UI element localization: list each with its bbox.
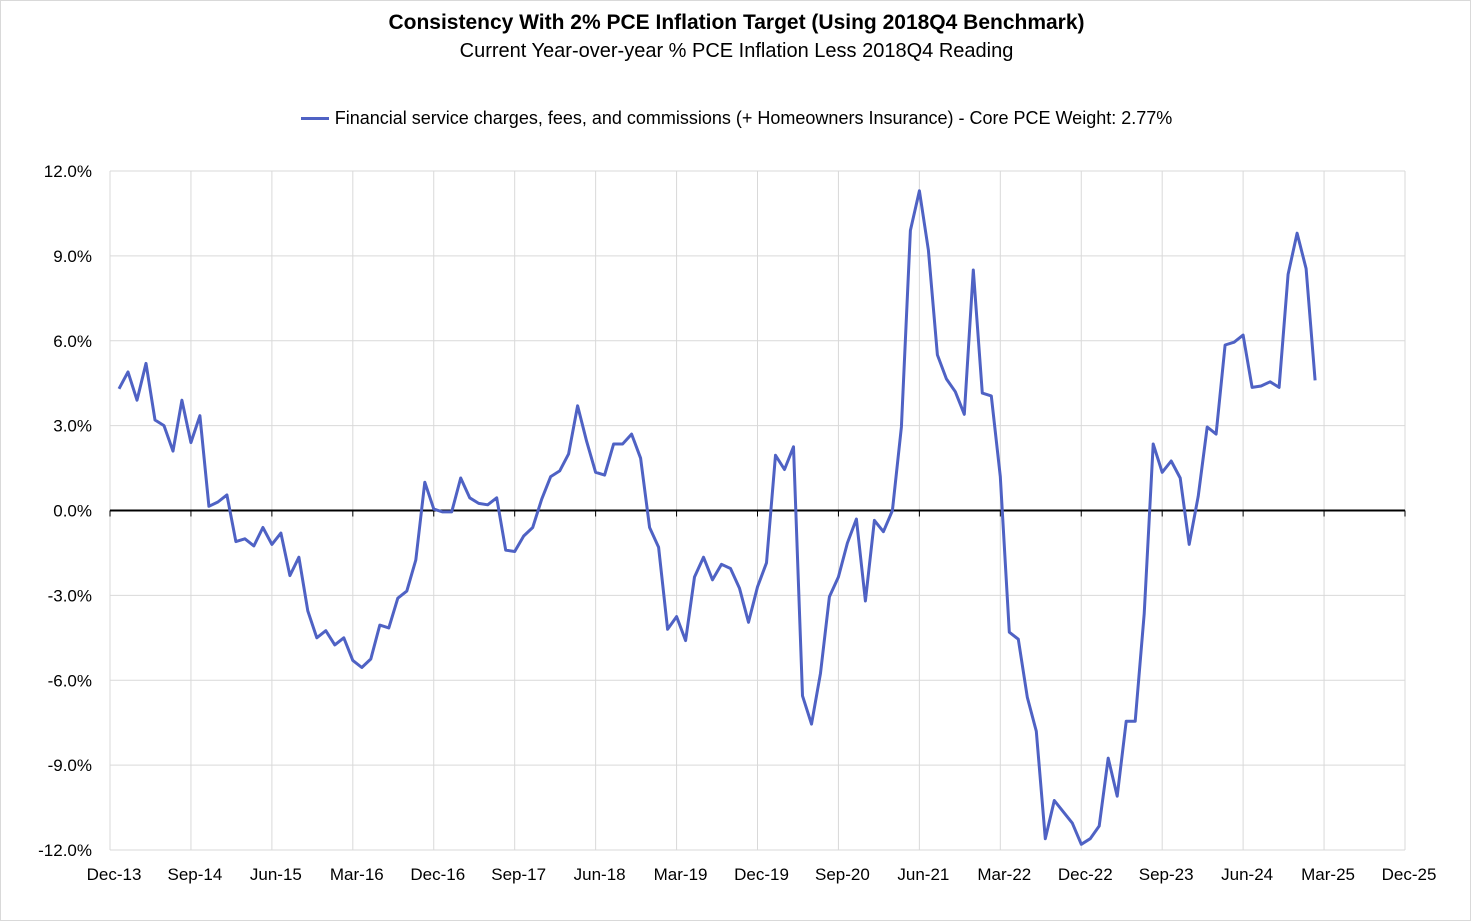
series-line — [119, 191, 1315, 845]
x-tick-label: Jun-24 — [1221, 865, 1273, 884]
y-tick-label: -3.0% — [48, 586, 92, 605]
y-tick-label: -12.0% — [38, 841, 92, 860]
y-tick-label: 6.0% — [53, 332, 92, 351]
x-tick-label: Sep-14 — [168, 865, 223, 884]
y-tick-label: 12.0% — [44, 162, 92, 181]
x-tick-label: Jun-18 — [574, 865, 626, 884]
y-tick-label: 0.0% — [53, 502, 92, 521]
line-chart: 12.0% 9.0% 6.0% 3.0% 0.0% -3.0% -6.0% -9.0% -12.… — [0, 0, 1473, 923]
x-tick-label: Sep-23 — [1139, 865, 1194, 884]
y-tick-label: -6.0% — [48, 671, 92, 690]
x-tick-label: Mar-19 — [654, 865, 708, 884]
x-tick-label: Sep-20 — [815, 865, 870, 884]
x-tick-label: Mar-25 — [1301, 865, 1355, 884]
x-tick-label: Dec-19 — [734, 865, 789, 884]
x-tick-label: Dec-25 — [1382, 865, 1437, 884]
x-tick-label: Dec-16 — [410, 865, 465, 884]
x-tick-label: Mar-22 — [977, 865, 1031, 884]
x-tick-label: Jun-15 — [250, 865, 302, 884]
x-tick-label: Dec-13 — [87, 865, 142, 884]
x-tick-label: Jun-21 — [897, 865, 949, 884]
y-tick-label: 3.0% — [53, 417, 92, 436]
x-tick-label: Sep-17 — [491, 865, 546, 884]
x-tick-label: Mar-16 — [330, 865, 384, 884]
x-tick-label: Dec-22 — [1058, 865, 1113, 884]
y-tick-label: 9.0% — [53, 247, 92, 266]
y-tick-label: -9.0% — [48, 756, 92, 775]
